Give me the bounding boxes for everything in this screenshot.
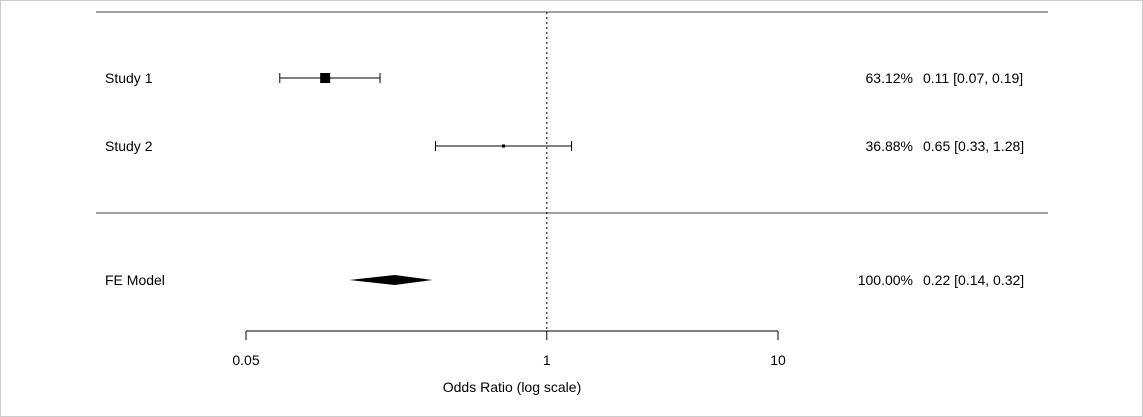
study-2-ci-text: 0.65 [0.33, 1.28] [923,138,1024,154]
summary-label: FE Model [105,272,165,288]
study-1-weight: 63.12% [866,70,913,86]
summary-weight: 100.00% [858,272,913,288]
summary-ci-text: 0.22 [0.14, 0.32] [923,272,1024,288]
summary-row: FE Model 100.00% 0.22 [0.14, 0.32] [105,272,1024,288]
x-axis-title: Odds Ratio (log scale) [443,379,582,395]
summary-diamond [349,275,433,285]
x-axis: 0.05 1 10 Odds Ratio (log scale) [232,330,786,395]
study-1-ci-text: 0.11 [0.07, 0.19] [923,70,1023,86]
study-2-label: Study 2 [105,138,153,154]
study-1-point-estimate [320,73,331,83]
study-row-2: Study 2 36.88% 0.65 [0.33, 1.28] [105,138,1024,154]
study-2-point-estimate [502,144,506,148]
study-1-label: Study 1 [105,70,153,86]
study-row-1: Study 1 63.12% 0.11 [0.07, 0.19] [105,70,1023,86]
x-tick-label: 1 [543,352,551,368]
x-tick-label: 10 [770,352,786,368]
x-tick-label: 0.05 [232,352,259,368]
study-2-weight: 36.88% [866,138,913,154]
